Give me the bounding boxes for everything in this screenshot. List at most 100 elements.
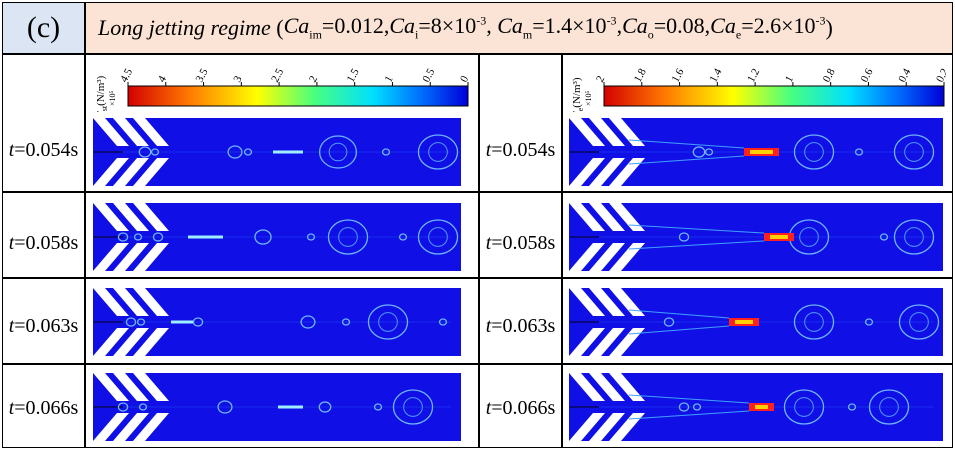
sim-field-right-2 (569, 203, 943, 271)
inlet-channel-bottom (113, 158, 149, 186)
colorbar-gradient (603, 85, 945, 107)
time-label-left-4: t =0.066s (8, 396, 79, 419)
time-cell-right-2 (479, 192, 562, 278)
sim-cell-right-2 (562, 192, 953, 278)
inlet-channel-bottom (113, 243, 149, 271)
droplet-interface (300, 315, 316, 329)
colorbar-tick-label: 1 (783, 74, 796, 84)
colorbar-quantity-label: Fst(N/m³) (95, 75, 109, 112)
inlet-channel-top (609, 288, 645, 316)
inlet-channel-bottom (609, 328, 645, 356)
inlet-channel-top (569, 118, 605, 146)
inlet-channel-top (609, 203, 645, 231)
capillary-param-o: Cao=0.08 (622, 13, 705, 42)
inlet-channel-bottom (569, 158, 605, 186)
electric-force-core (735, 320, 753, 324)
droplet-interface (367, 304, 409, 340)
jet-boundary (628, 309, 730, 319)
droplet-interface (663, 317, 675, 327)
droplet-interface (893, 134, 935, 170)
sim-field-right-3 (569, 288, 943, 356)
droplet-interface (125, 317, 137, 327)
sim-cell-right-4 (562, 364, 953, 448)
inlet-channel-bottom (133, 158, 169, 186)
inner-droplet-interface (879, 397, 899, 417)
colorbar-tick-label: 2 (307, 74, 320, 84)
inner-droplet-interface (428, 227, 448, 247)
inner-droplet-interface (799, 227, 819, 247)
colorbar-tick-label: 1.2 (745, 67, 762, 85)
colorbar-tick-label: 0.2 (934, 67, 946, 85)
droplet-interface (847, 403, 857, 411)
inner-droplet-interface (428, 142, 448, 162)
inlet-channel-bottom (589, 243, 625, 271)
panel-label: (c) (2, 2, 85, 54)
droplet-interface (704, 148, 714, 156)
time-label-right-1: t =0.054s (485, 138, 556, 161)
inner-droplet-interface (403, 397, 423, 417)
inlet-channel-bottom (589, 413, 625, 441)
droplet-interface (306, 233, 316, 241)
time-cell-right-1 (479, 54, 562, 192)
inlet-channel-top (589, 203, 625, 231)
droplet-interface (438, 318, 448, 326)
colorbar-tick-label: 1 (382, 74, 395, 84)
droplet-interface (793, 134, 835, 170)
inlet-channel-bottom (589, 158, 625, 186)
colorbar-scale-label: ×10⁵ (584, 90, 593, 106)
colorbar-left: 4.5 4 3.5 3 2.5 2 1.5 1 0.5 0 Fst(N/m³)×10⁵ (95, 66, 470, 112)
droplet-interface (793, 304, 835, 340)
droplet-interface (381, 148, 391, 156)
sim-cell-right-3 (562, 278, 953, 364)
inner-droplet-interface (804, 312, 824, 332)
colorbar-tick-label: 1.8 (632, 66, 649, 84)
time-cell-2 (2, 192, 85, 278)
colorbar-tick-label: 3 (231, 73, 244, 84)
droplet-interface (678, 402, 690, 412)
colorbar-tick-label: 4.5 (118, 66, 135, 84)
colorbar-tick-label: 0 (458, 73, 470, 84)
sim-field-right-4 (569, 373, 943, 441)
droplet-interface (692, 146, 706, 158)
droplet-interface (893, 219, 935, 255)
inner-droplet-interface (804, 142, 824, 162)
colorbar-tick-label: 2 (594, 74, 607, 84)
inlet-channel-top (113, 373, 149, 401)
droplet-interface (341, 318, 351, 326)
sim-field-left-2 (93, 203, 461, 271)
colorbar-tick-label: 0.4 (896, 66, 913, 84)
droplet-interface (879, 233, 889, 241)
inlet-channel-top (133, 288, 169, 316)
droplet-interface (254, 229, 272, 245)
inlet-channel-bottom (93, 243, 129, 271)
inlet-channel-top (589, 288, 625, 316)
jet-boundary (628, 155, 745, 165)
colorbar-tick-label: 1.5 (345, 66, 362, 84)
inlet-channel-bottom (133, 413, 169, 441)
colorbar-tick-label: 0.8 (821, 66, 838, 84)
droplet-interface (327, 219, 369, 255)
droplet-interface (138, 403, 148, 411)
inlet-channel-top (569, 373, 605, 401)
capillary-param-i: Cai=8×10-3 (389, 13, 487, 42)
droplet-interface (133, 233, 143, 241)
droplet-interface (678, 232, 690, 242)
colorbar-quantity-label: Fe(N/m³) (571, 77, 585, 112)
droplet-interface (318, 401, 332, 413)
time-label-right-3: t =0.063s (485, 314, 556, 337)
inlet-channel-top (93, 373, 129, 401)
inlet-channel-bottom (133, 328, 169, 356)
droplet-interface (136, 318, 146, 326)
inlet-channel-top (133, 203, 169, 231)
time-cell-right-4 (479, 364, 562, 448)
inner-droplet-interface (328, 142, 348, 162)
inlet-channel-top (113, 288, 149, 316)
droplet-interface (117, 232, 129, 242)
droplet-interface (373, 403, 383, 411)
time-cell-4 (2, 364, 85, 448)
droplet-interface (227, 145, 243, 159)
inlet-channel-top (609, 118, 645, 146)
inlet-channel-top (569, 288, 605, 316)
droplet-interface (243, 148, 253, 156)
